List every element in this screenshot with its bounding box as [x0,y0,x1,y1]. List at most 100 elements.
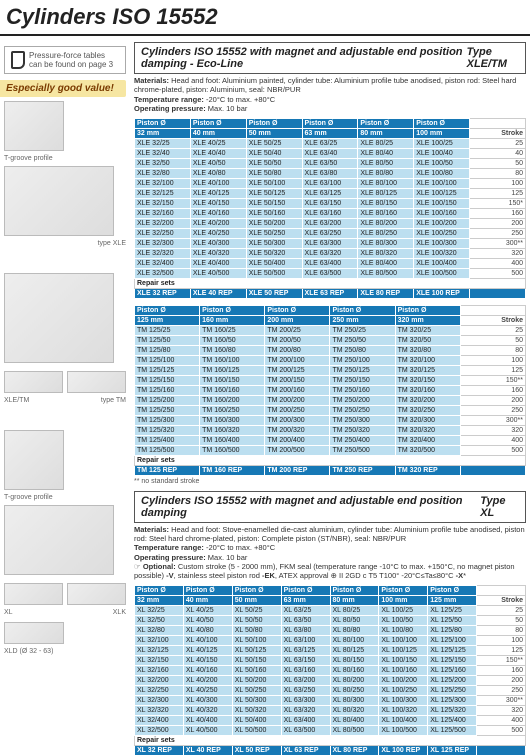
cell: XL 32/125 [135,645,184,655]
cell: TM 125/500 [135,445,200,455]
col-hdr: Piston Ø [232,585,281,595]
cell: 320 [477,705,526,715]
cell: XL 50/400 [232,715,281,725]
cell: TM 125/200 [135,395,200,405]
cell: XL 32/500 [135,725,184,735]
cell: XL 80/300 [330,695,379,705]
cell: TM 160/320 [200,425,265,435]
cell: XL 125/100 [428,635,477,645]
cell: XL 40/80 [183,625,232,635]
cell: XL 125/125 [428,645,477,655]
col-dia: 320 mm [395,315,460,325]
cell: TM 160/400 [200,435,265,445]
cell: XLE 80/25 [358,138,414,148]
cell: XL 32/200 [135,675,184,685]
cell: XLE 32/250 [135,228,191,238]
col-dia: Stroke [477,595,526,605]
caption-xl: XL [4,609,13,616]
table-row: TM 125/200TM 160/200TM 200/200TM 250/200… [135,395,526,405]
cell: XL 40/200 [183,675,232,685]
cell: TM 125/300 [135,415,200,425]
cell: XLE 50/320 [246,248,302,258]
repair-cell [470,288,526,298]
cell: XLE 40/500 [190,268,246,278]
col-dia: Stroke [470,128,526,138]
col-dia: 200 mm [265,315,330,325]
repair-cell [460,465,525,475]
caption-tgroove2: T-groove profile [4,494,126,501]
table-row: TM 125/160TM 160/160TM 200/160TM 250/160… [135,385,526,395]
sidebar: Pressure-force tables can be found on pa… [0,42,130,756]
cell: XL 63/320 [281,705,330,715]
cell: XL 50/160 [232,665,281,675]
repair-cell: XLE 50 REP [246,288,302,298]
cell: XL 50/100 [232,635,281,645]
cell: XL 32/160 [135,665,184,675]
col-dia: 80 mm [330,595,379,605]
cell: XL 80/160 [330,665,379,675]
cell: XLE 80/160 [358,208,414,218]
cell: XLE 40/300 [190,238,246,248]
col-hdr: Piston Ø [246,118,302,128]
table-row: XLE 32/100XLE 40/100XLE 50/100XLE 63/100… [135,178,526,188]
cell: XL 50/125 [232,645,281,655]
cell: TM 250/500 [330,445,395,455]
cell: 80 [460,345,525,355]
cell: XLE 100/400 [414,258,470,268]
col-hdr: Piston Ø [358,118,414,128]
cell: TM 320/500 [395,445,460,455]
table-row: TM 125/320TM 160/320TM 200/320TM 250/320… [135,425,526,435]
col-hdr: Piston Ø [183,585,232,595]
cell: TM 320/200 [395,395,460,405]
image-xl [4,505,114,575]
cell: XL 40/500 [183,725,232,735]
cell: 500 [477,725,526,735]
table-row: XL 32/320XL 40/320XL 50/320XL 63/320XL 8… [135,705,526,715]
col-hdr [470,118,526,128]
cell: XL 100/100 [379,635,428,645]
table-row: XLE 32/250XLE 40/250XLE 50/250XLE 63/250… [135,228,526,238]
table-row: XL 32/250XL 40/250XL 50/250XL 63/250XL 8… [135,685,526,695]
col-hdr [477,585,526,595]
repair-label: Repair sets [135,278,526,288]
cell: XLE 32/100 [135,178,191,188]
table-row: TM 125/125TM 160/125TM 200/125TM 250/125… [135,365,526,375]
table-row: XLE 32/160XLE 40/160XLE 50/160XLE 63/160… [135,208,526,218]
table-row: XLE 32/150XLE 40/150XLE 50/150XLE 63/150… [135,198,526,208]
cell: XL 100/50 [379,615,428,625]
cell: TM 250/160 [330,385,395,395]
cell: XLE 63/200 [302,218,358,228]
cell: XL 63/25 [281,605,330,615]
cell: 100 [477,635,526,645]
cell: 200 [477,675,526,685]
table-row: XLE 32/80XLE 40/80XLE 50/80XLE 63/80XLE … [135,168,526,178]
repair-cell: XLE 40 REP [190,288,246,298]
force-icon [11,51,25,69]
cell: XLE 50/25 [246,138,302,148]
col-hdr: Piston Ø [330,305,395,315]
cell: XL 63/100 [281,635,330,645]
table-row: XL 32/400XL 40/400XL 50/400XL 63/400XL 8… [135,715,526,725]
cell: XL 40/25 [183,605,232,615]
table-row: XLE 32/320XLE 40/320XLE 50/320XLE 63/320… [135,248,526,258]
cell: XL 100/400 [379,715,428,725]
repair-cell: XLE 63 REP [302,288,358,298]
col-hdr: Piston Ø [379,585,428,595]
repair-cell: XL 63 REP [281,745,330,755]
cell: TM 125/25 [135,325,200,335]
col-dia: 40 mm [183,595,232,605]
cell: XL 32/320 [135,705,184,715]
cell: XL 100/200 [379,675,428,685]
repair-cell [477,745,526,755]
cell: XLE 50/125 [246,188,302,198]
cell: TM 125/400 [135,435,200,445]
cell: 320 [470,248,526,258]
cell: XLE 40/125 [190,188,246,198]
cell: XLE 40/400 [190,258,246,268]
cell: 300** [477,695,526,705]
cell: XLE 80/200 [358,218,414,228]
cell: TM 160/150 [200,375,265,385]
cell: XL 63/125 [281,645,330,655]
col-hdr [460,305,525,315]
cell: XLE 32/50 [135,158,191,168]
